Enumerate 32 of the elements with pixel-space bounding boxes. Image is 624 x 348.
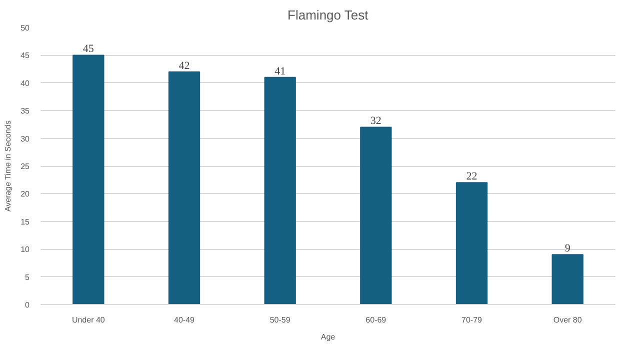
y-tick-label: 5	[25, 272, 30, 282]
data-label: 45	[82, 43, 94, 56]
y-tick-label: 15	[20, 217, 30, 226]
x-tick-label: Under 40	[72, 316, 106, 324]
y-tick-label: 10	[20, 245, 30, 254]
x-tick-label: Over 80	[553, 316, 582, 324]
data-label: 9	[564, 242, 571, 255]
bar	[456, 182, 488, 304]
bar	[552, 254, 584, 304]
y-tick-label: 45	[20, 51, 30, 60]
x-tick-label: 40-49	[174, 316, 196, 324]
y-tick-label: 25	[20, 162, 30, 171]
chart-title: Flamingo Test	[288, 8, 369, 22]
bar	[360, 126, 392, 304]
x-tick-label: 50-59	[270, 316, 291, 324]
data-label: 42	[178, 60, 190, 72]
x-tick-label: 70-79	[462, 316, 483, 324]
y-tick-label: 50	[20, 24, 30, 32]
y-axis-title: Average Time in Seconds	[4, 120, 13, 212]
x-axis-title: Age	[320, 332, 336, 342]
data-label: 41	[274, 65, 286, 78]
y-tick-label: 30	[20, 134, 30, 144]
data-label: 32	[370, 115, 382, 128]
y-tick-label: 20	[20, 190, 30, 199]
bar	[264, 76, 296, 304]
x-tick-label: 60-69	[366, 316, 387, 324]
bar	[72, 54, 104, 304]
y-tick-label: 0	[25, 300, 30, 310]
y-tick-label: 40	[20, 78, 30, 88]
bar	[168, 71, 200, 304]
y-tick-label: 35	[20, 106, 30, 116]
data-label: 22	[466, 170, 478, 183]
